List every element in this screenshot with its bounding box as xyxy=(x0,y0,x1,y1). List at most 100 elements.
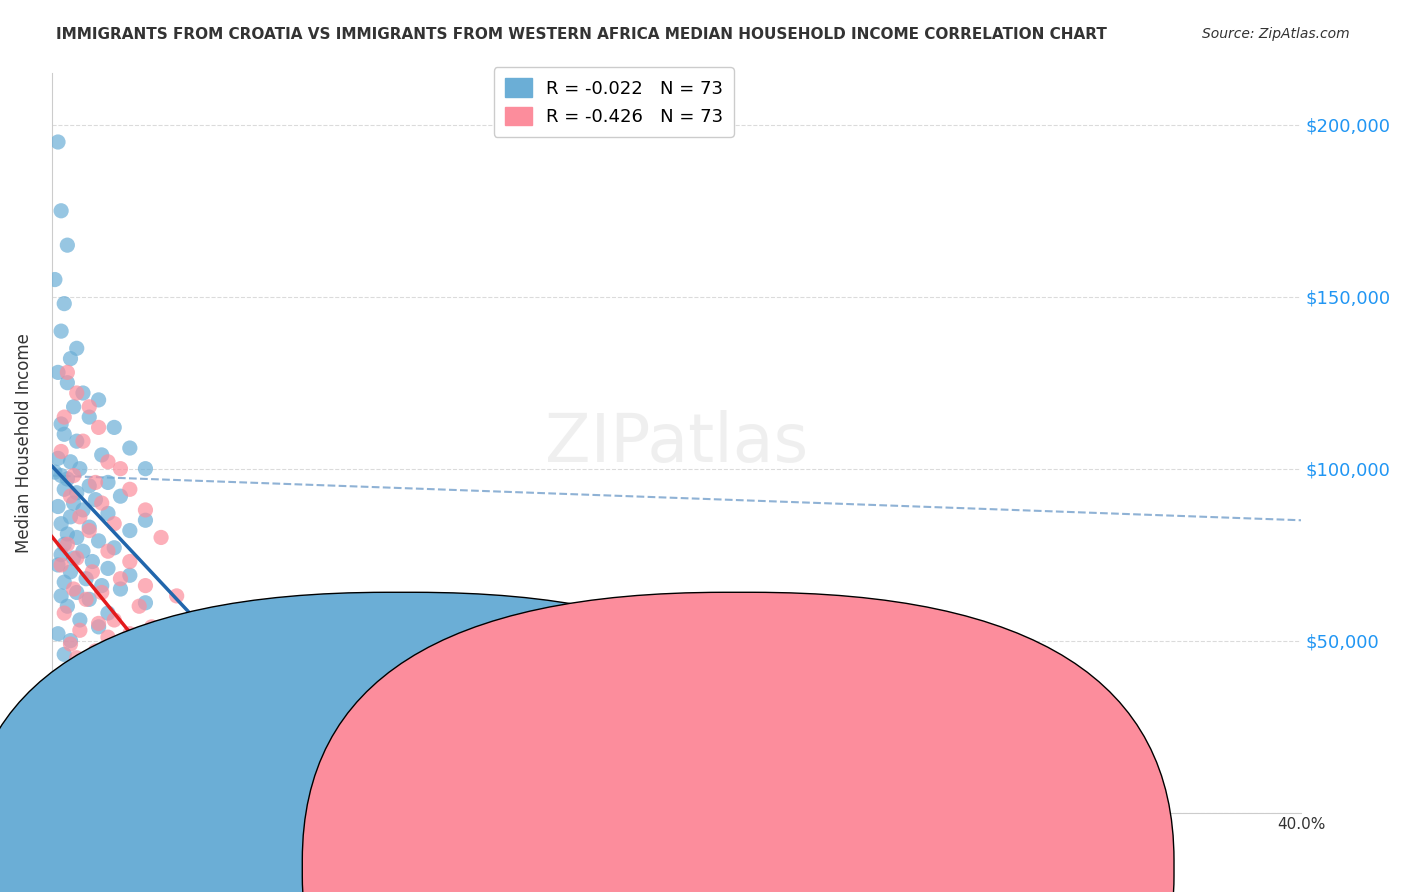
Immigrants from Croatia xyxy=(59,455,82,469)
Text: Immigrants from Croatia: Immigrants from Croatia xyxy=(432,855,637,873)
Immigrants from Croatia xyxy=(87,620,110,634)
Immigrants from Western Africa xyxy=(53,410,76,425)
Immigrants from Croatia xyxy=(75,572,97,586)
Immigrants from Western Africa xyxy=(110,709,132,723)
Immigrants from Croatia xyxy=(53,296,76,310)
Immigrants from Croatia xyxy=(97,561,120,575)
Immigrants from Western Africa xyxy=(100,657,122,672)
Immigrants from Western Africa xyxy=(128,720,150,734)
Immigrants from Croatia xyxy=(90,448,112,462)
Immigrants from Western Africa xyxy=(97,723,120,737)
Immigrants from Croatia xyxy=(44,272,66,286)
Text: IMMIGRANTS FROM CROATIA VS IMMIGRANTS FROM WESTERN AFRICA MEDIAN HOUSEHOLD INCOM: IMMIGRANTS FROM CROATIA VS IMMIGRANTS FR… xyxy=(56,27,1107,42)
Immigrants from Croatia xyxy=(66,341,89,355)
Immigrants from Croatia xyxy=(59,633,82,648)
Immigrants from Croatia xyxy=(46,500,69,514)
Immigrants from Croatia xyxy=(56,376,79,390)
Immigrants from Croatia xyxy=(69,613,91,627)
Immigrants from Croatia xyxy=(49,324,72,338)
Immigrants from Croatia xyxy=(134,596,156,610)
Immigrants from Western Africa xyxy=(118,733,141,747)
Immigrants from Croatia xyxy=(77,479,100,493)
Immigrants from Western Africa xyxy=(110,640,132,655)
Immigrants from Western Africa xyxy=(66,650,89,665)
Immigrants from Croatia xyxy=(49,548,72,562)
Immigrants from Western Africa xyxy=(72,685,94,699)
Immigrants from Croatia xyxy=(62,400,84,414)
Text: Source: ZipAtlas.com: Source: ZipAtlas.com xyxy=(1202,27,1350,41)
Immigrants from Croatia xyxy=(46,626,69,640)
Immigrants from Western Africa xyxy=(97,544,120,558)
Immigrants from Western Africa xyxy=(90,496,112,510)
Immigrants from Croatia xyxy=(118,441,141,455)
Immigrants from Western Africa xyxy=(94,678,117,692)
Immigrants from Western Africa xyxy=(150,737,173,751)
Immigrants from Western Africa xyxy=(134,648,156,662)
Immigrants from Western Africa xyxy=(49,444,72,458)
Immigrants from Croatia xyxy=(87,533,110,548)
Immigrants from Western Africa xyxy=(159,661,181,675)
Immigrants from Croatia xyxy=(56,527,79,541)
Immigrants from Western Africa xyxy=(97,455,120,469)
Immigrants from Croatia xyxy=(53,537,76,551)
Immigrants from Western Africa xyxy=(77,716,100,731)
Immigrants from Western Africa xyxy=(166,681,188,696)
Immigrants from Western Africa xyxy=(75,592,97,607)
Immigrants from Western Africa xyxy=(125,689,148,703)
Immigrants from Western Africa xyxy=(87,420,110,434)
Immigrants from Western Africa xyxy=(97,630,120,644)
Immigrants from Croatia xyxy=(72,503,94,517)
Immigrants from Western Africa xyxy=(66,706,89,720)
Immigrants from Croatia xyxy=(72,386,94,401)
Immigrants from Western Africa xyxy=(128,599,150,614)
Immigrants from Western Africa xyxy=(77,400,100,414)
Immigrants from Western Africa xyxy=(153,633,176,648)
Y-axis label: Median Household Income: Median Household Income xyxy=(15,333,32,553)
Immigrants from Western Africa xyxy=(110,572,132,586)
Immigrants from Western Africa xyxy=(84,475,107,490)
Immigrants from Croatia xyxy=(46,558,69,572)
Immigrants from Croatia xyxy=(77,410,100,425)
Immigrants from Croatia xyxy=(53,483,76,497)
Immigrants from Western Africa xyxy=(49,558,72,572)
Immigrants from Croatia xyxy=(62,496,84,510)
Immigrants from Croatia xyxy=(69,461,91,475)
Immigrants from Croatia xyxy=(59,509,82,524)
Immigrants from Croatia xyxy=(77,592,100,607)
Immigrants from Croatia xyxy=(110,489,132,503)
Immigrants from Croatia xyxy=(103,657,125,672)
Immigrants from Western Africa xyxy=(82,565,104,579)
Immigrants from Western Africa xyxy=(134,503,156,517)
Immigrants from Western Africa xyxy=(134,744,156,758)
Immigrants from Croatia xyxy=(46,451,69,466)
Immigrants from Croatia xyxy=(46,135,69,149)
Immigrants from Western Africa xyxy=(87,740,110,755)
Immigrants from Croatia xyxy=(118,524,141,538)
Immigrants from Western Africa xyxy=(56,365,79,379)
Immigrants from Western Africa xyxy=(72,730,94,744)
Immigrants from Croatia xyxy=(53,648,76,662)
Immigrants from Croatia xyxy=(62,551,84,566)
Immigrants from Western Africa xyxy=(141,620,163,634)
Immigrants from Croatia xyxy=(44,465,66,479)
Immigrants from Croatia xyxy=(77,520,100,534)
Immigrants from Western Africa xyxy=(66,386,89,401)
Immigrants from Western Africa xyxy=(84,644,107,658)
Immigrants from Croatia xyxy=(66,485,89,500)
Immigrants from Western Africa xyxy=(118,626,141,640)
Immigrants from Croatia xyxy=(49,516,72,531)
Immigrants from Western Africa xyxy=(105,692,128,706)
Immigrants from Western Africa xyxy=(103,613,125,627)
Immigrants from Western Africa xyxy=(87,698,110,713)
Immigrants from Western Africa xyxy=(110,461,132,475)
Immigrants from Croatia xyxy=(103,420,125,434)
Immigrants from Western Africa xyxy=(159,713,181,727)
Immigrants from Croatia xyxy=(97,475,120,490)
Immigrants from Croatia xyxy=(90,578,112,592)
Immigrants from Western Africa xyxy=(141,674,163,689)
Immigrants from Western Africa xyxy=(128,654,150,668)
Immigrants from Western Africa xyxy=(118,483,141,497)
Immigrants from Western Africa xyxy=(56,672,79,686)
Immigrants from Croatia xyxy=(66,668,89,682)
Immigrants from Western Africa xyxy=(77,524,100,538)
